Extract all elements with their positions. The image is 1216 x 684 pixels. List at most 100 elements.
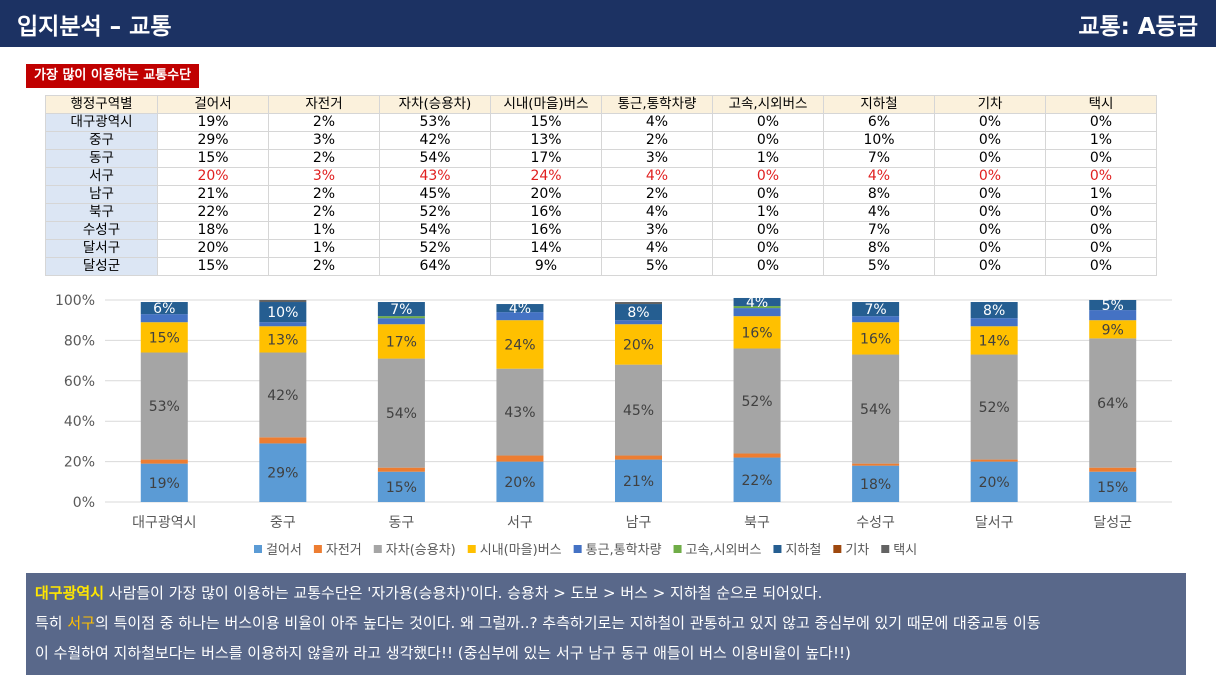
table-row: 수성구 18% 1% 54% 16% 3% 0% 7% 0% 0% (45, 221, 1157, 240)
table-row-header: 수성구 (45, 221, 158, 240)
bar-segment (615, 459, 662, 502)
table-cell: 4% (823, 203, 935, 222)
data-label: 16% (741, 325, 772, 341)
bar-segment (852, 463, 900, 466)
bar-segment (140, 314, 188, 323)
table-cell: 10% (823, 131, 935, 150)
bar-segment (852, 465, 900, 502)
data-label: 16% (860, 331, 891, 347)
table-cell: 20% (157, 239, 269, 258)
data-label: 8% (983, 303, 1005, 319)
data-label: 20% (979, 475, 1010, 491)
bar-segment (615, 304, 662, 321)
bar-segment (377, 318, 425, 325)
table-cell: 2% (601, 131, 713, 150)
table-cell: 0% (934, 131, 1046, 150)
y-tick-label: 60% (64, 374, 95, 390)
table-cell: 2% (268, 149, 380, 168)
table-cell: 24% (490, 167, 602, 186)
table-cell: 5% (823, 257, 935, 276)
data-label: 7% (865, 302, 887, 318)
table-cell: 0% (934, 149, 1046, 168)
data-label: 64% (1097, 396, 1128, 412)
data-label: 8% (627, 305, 649, 321)
bar-segment (970, 461, 1018, 502)
bar-segment (377, 471, 425, 502)
table-cell: 43% (379, 167, 491, 186)
bar-segment (733, 348, 781, 454)
bar-segment (733, 457, 781, 502)
bar-segment (140, 302, 188, 315)
legend-label: 고속,시외버스 (686, 543, 762, 558)
data-label: 24% (504, 337, 535, 353)
table-row-header: 서구 (45, 167, 158, 186)
bar-segment (140, 352, 188, 460)
data-label: 45% (623, 403, 654, 419)
data-label: 19% (149, 476, 180, 492)
table-cell: 1% (268, 239, 380, 258)
bar-segment (496, 461, 544, 502)
table-cell: 14% (490, 239, 602, 258)
data-label: 29% (267, 466, 298, 482)
table-row-header: 대구광역시 (45, 113, 158, 132)
table-column-header: 걸어서 (157, 95, 269, 114)
grade-label: 교통: A등급 (1078, 14, 1198, 40)
x-tick-label: 달서구 (975, 515, 1014, 531)
table-cell: 16% (490, 203, 602, 222)
table-cell: 7% (823, 149, 935, 168)
bar-segment (1089, 320, 1137, 339)
table-cell: 9% (490, 257, 602, 276)
table-cell: 4% (601, 113, 713, 132)
bar-segment (970, 354, 1018, 460)
table-cell: 0% (934, 257, 1046, 276)
page-title: 입지분석 – 교통 (17, 14, 172, 40)
bar-segment (1089, 467, 1137, 472)
table-cell: 0% (934, 185, 1046, 204)
legend-swatch (673, 545, 682, 553)
legend-label: 걸어서 (266, 543, 302, 558)
highlight-seogu: 서구 (67, 614, 95, 632)
y-tick-label: 100% (55, 293, 95, 309)
table-cell: 2% (268, 257, 380, 276)
y-tick-label: 20% (64, 455, 95, 471)
table-row-header: 북구 (45, 203, 158, 222)
legend-label: 자차(승용차) (386, 543, 456, 558)
highlight-region: 대구광역시 (35, 584, 105, 602)
table-cell: 1% (712, 149, 824, 168)
table-cell: 42% (379, 131, 491, 150)
table-cell: 0% (712, 131, 824, 150)
table-cell: 0% (1045, 149, 1157, 168)
data-table: 행정구역별 걸어서 자전거 자차(승용차) 시내(마을)버스 통근,통학차량 고속,시외버스… (45, 95, 1157, 276)
table-cell: 0% (934, 239, 1046, 258)
table-cell: 0% (712, 167, 824, 186)
table-column-header: 택시 (1045, 95, 1157, 114)
table-corner-header: 행정구역별 (45, 95, 158, 114)
table-cell: 0% (712, 239, 824, 258)
table-row-header: 달성군 (45, 257, 158, 276)
bar-segment (259, 322, 307, 327)
bar-segment (1089, 471, 1137, 502)
table-cell: 0% (1045, 257, 1157, 276)
table-column-header: 통근,통학차량 (601, 95, 713, 114)
table-cell: 52% (379, 203, 491, 222)
bar-segment (615, 320, 662, 325)
table-row: 달성군 15% 2% 64% 9% 5% 0% 5% 0% 0% (45, 257, 1157, 276)
bar-segment (259, 443, 307, 502)
bar-segment (377, 324, 425, 359)
bar-segment (1089, 310, 1137, 321)
section-label: 가장 많이 이용하는 교통수단 (26, 64, 200, 88)
table-cell: 20% (490, 185, 602, 204)
table-cell: 53% (379, 113, 491, 132)
summary-line-2: 특히 서구의 특이점 중 하나는 버스이용 비율이 아주 높다는 것이다. 왜 … (35, 614, 1041, 632)
bar-segment (733, 297, 781, 307)
table-cell: 0% (1045, 221, 1157, 240)
bar-segment (615, 455, 662, 460)
legend-swatch (573, 545, 582, 553)
x-tick-label: 서구 (507, 515, 533, 531)
bar-segment (496, 320, 544, 369)
data-label: 4% (509, 301, 531, 317)
table-cell: 5% (601, 257, 713, 276)
table-cell: 0% (712, 113, 824, 132)
table-cell: 52% (379, 239, 491, 258)
table-row: 달서구 20% 1% 52% 14% 4% 0% 8% 0% 0% (45, 239, 1157, 258)
